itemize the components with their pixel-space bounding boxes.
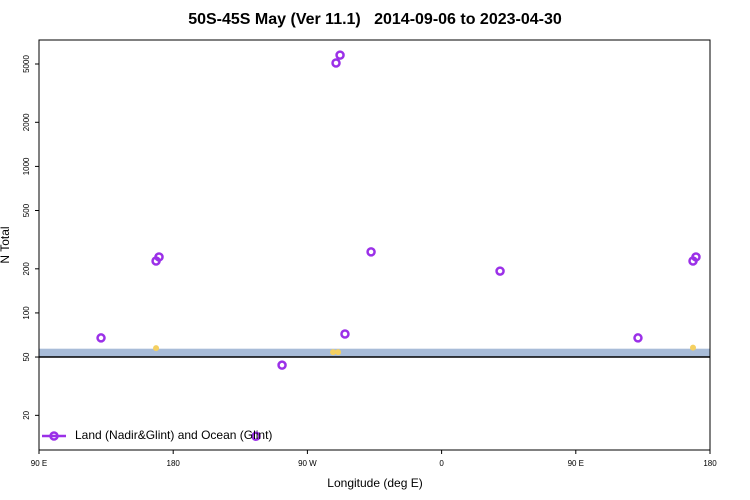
y-axis-label: N Total [0, 226, 12, 263]
y-tick-label: 200 [22, 262, 31, 276]
point [154, 252, 164, 262]
point [335, 50, 345, 60]
point [366, 247, 376, 257]
plot-frame [38, 39, 711, 451]
y-tick-label: 100 [22, 306, 31, 320]
y-tick-label: 500 [22, 203, 31, 217]
legend-label: Land (Nadir&Glint) and Ocean (Glint) [75, 428, 272, 442]
point [335, 349, 342, 356]
y-tick-label: 5000 [22, 55, 31, 73]
point [330, 349, 337, 356]
legend-marker [49, 431, 59, 441]
x-tick-label: 90 E [568, 459, 584, 468]
point [96, 333, 106, 343]
x-tick-label: 180 [703, 459, 717, 468]
x-tick-label: 90 E [31, 459, 47, 468]
point [690, 344, 697, 351]
point [331, 58, 341, 68]
x-axis-label: Longitude (deg E) [327, 476, 422, 490]
point [153, 345, 160, 352]
y-tick-label: 1000 [22, 157, 31, 175]
point [251, 431, 261, 441]
y-tick-label: 2000 [22, 113, 31, 131]
y-tick-label: 20 [22, 410, 31, 419]
point [633, 333, 643, 343]
x-tick-label: 0 [439, 459, 444, 468]
band [39, 348, 710, 358]
point [277, 360, 287, 370]
point [495, 266, 505, 276]
chart-title: 50S-45S May (Ver 11.1) 2014-09-06 to 202… [188, 11, 562, 28]
point [691, 252, 701, 262]
y-tick-label: 50 [22, 352, 31, 361]
x-tick-label: 180 [167, 459, 181, 468]
x-tick-label: 90 W [298, 459, 317, 468]
point [340, 329, 350, 339]
